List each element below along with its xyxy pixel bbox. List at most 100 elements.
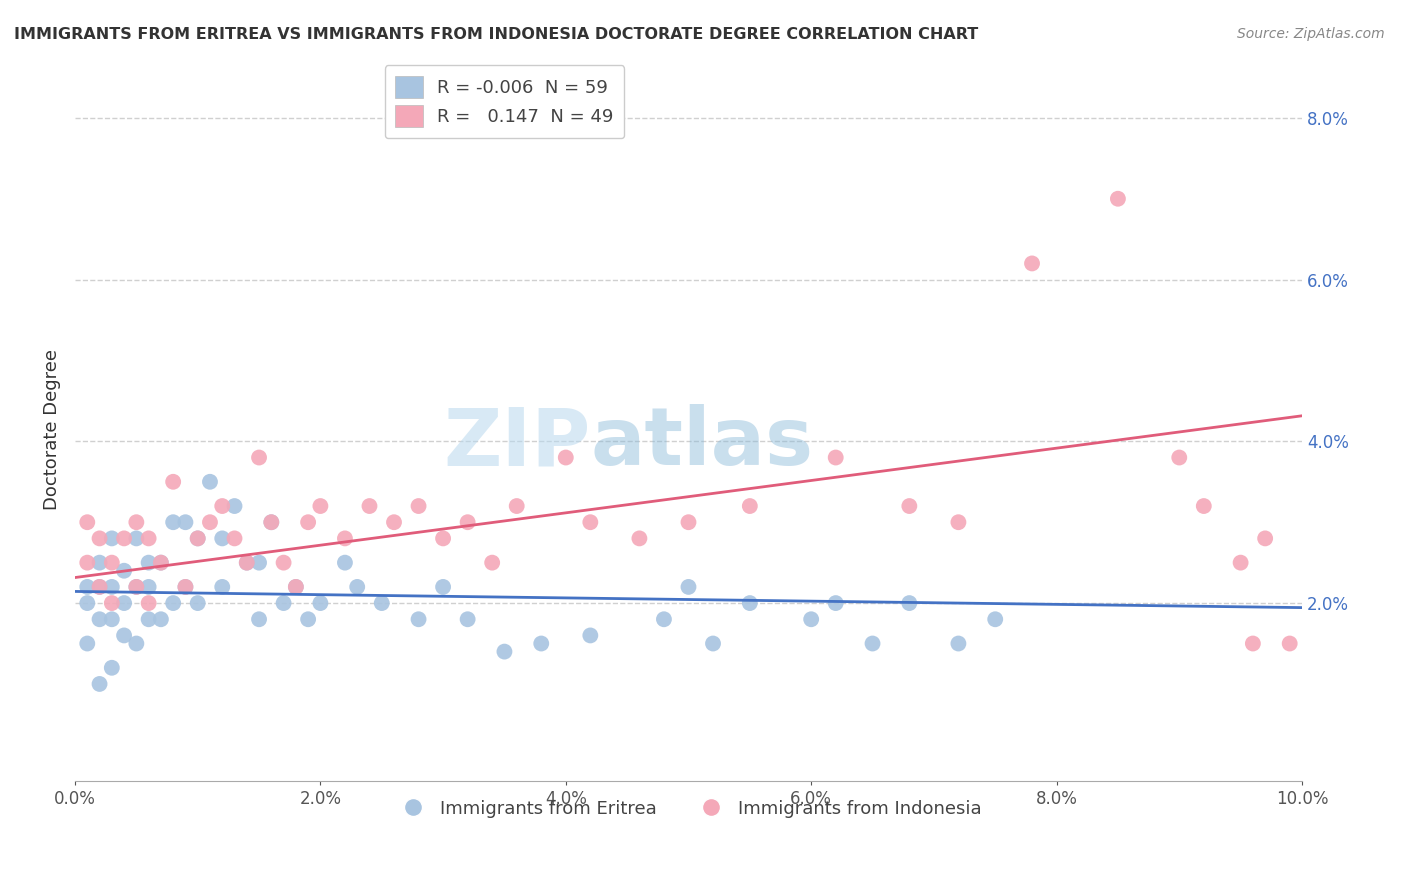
Point: [101, 596, 124, 610]
Point: [481, 556, 503, 570]
Point: [247, 450, 270, 465]
Point: [297, 515, 319, 529]
Point: [162, 596, 184, 610]
Point: [125, 515, 148, 529]
Point: [824, 450, 846, 465]
Point: [297, 612, 319, 626]
Point: [187, 532, 209, 546]
Point: [678, 580, 700, 594]
Point: [898, 499, 921, 513]
Text: ZIP: ZIP: [443, 404, 591, 483]
Point: [76, 596, 98, 610]
Point: [247, 556, 270, 570]
Point: [579, 628, 602, 642]
Point: [198, 515, 221, 529]
Point: [457, 612, 479, 626]
Point: [309, 499, 332, 513]
Point: [112, 532, 135, 546]
Point: [76, 636, 98, 650]
Point: [948, 515, 970, 529]
Point: [149, 612, 172, 626]
Point: [138, 612, 160, 626]
Point: [112, 628, 135, 642]
Point: [112, 596, 135, 610]
Point: [530, 636, 553, 650]
Point: [76, 556, 98, 570]
Point: [579, 515, 602, 529]
Point: [174, 580, 197, 594]
Point: [1168, 450, 1191, 465]
Point: [382, 515, 405, 529]
Point: [457, 515, 479, 529]
Point: [138, 596, 160, 610]
Point: [89, 580, 111, 594]
Point: [800, 612, 823, 626]
Point: [101, 580, 124, 594]
Point: [138, 556, 160, 570]
Point: [371, 596, 394, 610]
Point: [554, 450, 576, 465]
Point: [101, 556, 124, 570]
Point: [408, 612, 430, 626]
Point: [284, 580, 307, 594]
Point: [138, 532, 160, 546]
Point: [432, 580, 454, 594]
Point: [432, 532, 454, 546]
Point: [1278, 636, 1301, 650]
Point: [211, 580, 233, 594]
Point: [1021, 256, 1043, 270]
Point: [89, 677, 111, 691]
Point: [187, 532, 209, 546]
Point: [174, 515, 197, 529]
Point: [1254, 532, 1277, 546]
Point: [162, 515, 184, 529]
Point: [273, 556, 295, 570]
Point: [738, 596, 761, 610]
Point: [652, 612, 675, 626]
Point: [125, 580, 148, 594]
Point: [1229, 556, 1251, 570]
Point: [76, 515, 98, 529]
Point: [125, 532, 148, 546]
Point: [101, 661, 124, 675]
Point: [260, 515, 283, 529]
Point: [224, 499, 246, 513]
Point: [198, 475, 221, 489]
Text: IMMIGRANTS FROM ERITREA VS IMMIGRANTS FROM INDONESIA DOCTORATE DEGREE CORRELATIO: IMMIGRANTS FROM ERITREA VS IMMIGRANTS FR…: [14, 27, 979, 42]
Point: [678, 515, 700, 529]
Point: [738, 499, 761, 513]
Point: [260, 515, 283, 529]
Point: [89, 556, 111, 570]
Point: [824, 596, 846, 610]
Point: [284, 580, 307, 594]
Text: Source: ZipAtlas.com: Source: ZipAtlas.com: [1237, 27, 1385, 41]
Legend: Immigrants from Eritrea, Immigrants from Indonesia: Immigrants from Eritrea, Immigrants from…: [388, 792, 988, 825]
Point: [187, 596, 209, 610]
Text: atlas: atlas: [591, 404, 814, 483]
Point: [359, 499, 381, 513]
Point: [494, 644, 516, 658]
Point: [1107, 192, 1129, 206]
Point: [247, 612, 270, 626]
Point: [1241, 636, 1264, 650]
Point: [506, 499, 529, 513]
Point: [211, 532, 233, 546]
Point: [125, 636, 148, 650]
Point: [89, 580, 111, 594]
Point: [236, 556, 259, 570]
Point: [174, 580, 197, 594]
Point: [273, 596, 295, 610]
Point: [149, 556, 172, 570]
Point: [224, 532, 246, 546]
Point: [702, 636, 724, 650]
Point: [948, 636, 970, 650]
Y-axis label: Doctorate Degree: Doctorate Degree: [44, 349, 60, 509]
Point: [346, 580, 368, 594]
Point: [236, 556, 259, 570]
Point: [101, 612, 124, 626]
Point: [101, 532, 124, 546]
Point: [862, 636, 884, 650]
Point: [211, 499, 233, 513]
Point: [125, 580, 148, 594]
Point: [138, 580, 160, 594]
